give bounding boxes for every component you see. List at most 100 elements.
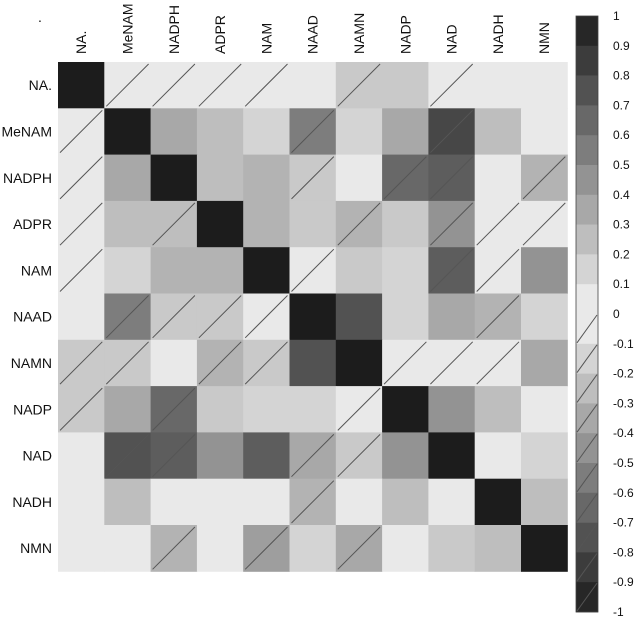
heatmap-cell <box>289 525 337 572</box>
heatmap-cell <box>382 478 429 526</box>
column-labels: NA. MeNAM NADPH ADPR NAM NAAD NAMN NADP NAD NADH N… <box>73 3 552 54</box>
negative-marker <box>198 341 242 385</box>
heatmap-cell <box>196 478 244 526</box>
heatmap-cell <box>289 200 337 248</box>
colorbar-tick-label: -0.6 <box>613 486 634 500</box>
column-label: NADH <box>490 14 506 54</box>
colorbar-negative-marker <box>576 523 598 552</box>
heatmap-cell <box>382 108 429 156</box>
heatmap-cell <box>335 154 383 202</box>
negative-marker <box>244 295 288 339</box>
negative-marker <box>244 526 288 570</box>
heatmap-cell <box>243 432 290 480</box>
column-label: NADP <box>397 15 413 54</box>
colorbar-negative-marker <box>576 433 598 463</box>
negative-marker <box>152 295 196 339</box>
colorbar-negative-marker <box>576 493 598 522</box>
heatmap-cell <box>150 154 198 202</box>
negative-marker <box>152 202 196 246</box>
colorbar-tick-label: 0 <box>613 307 620 321</box>
colorbar-negative-marker <box>576 374 598 403</box>
heatmap-cell <box>474 478 522 526</box>
heatmap-cell <box>474 386 522 433</box>
colorbar-tick-label: 0.2 <box>613 247 630 261</box>
heatmap-cell <box>289 293 337 341</box>
heatmap-cell <box>58 478 105 526</box>
negative-marker <box>337 387 381 431</box>
negative-marker <box>105 341 149 385</box>
heatmap-cell <box>382 200 429 248</box>
row-label: NAD <box>22 448 52 464</box>
heatmap-cell <box>104 525 152 572</box>
heatmap-cell <box>382 293 429 341</box>
row-label: NA. <box>29 77 52 93</box>
heatmap-cell <box>104 200 152 248</box>
heatmap-cell <box>474 525 522 572</box>
colorbar-negative-marker <box>576 314 598 344</box>
row-label: MeNAM <box>1 123 52 139</box>
heatmap-cell <box>289 339 337 387</box>
heatmap-cell <box>104 478 152 526</box>
heatmap-cell <box>521 293 568 341</box>
heatmap-cell <box>428 293 476 341</box>
negative-marker <box>337 63 381 107</box>
colorbar-tick-label: -0.9 <box>613 575 634 589</box>
colorbar-segment <box>576 165 598 196</box>
heatmap-cell <box>243 154 290 202</box>
colorbar-segment <box>576 135 598 166</box>
negative-marker <box>152 387 196 431</box>
colorbar-segment <box>576 194 598 225</box>
negative-marker <box>152 526 196 570</box>
negative-marker <box>522 156 566 200</box>
negative-marker <box>383 341 427 385</box>
heatmap-cell <box>196 108 244 156</box>
heatmap-cell <box>150 339 198 387</box>
heatmap-cell <box>243 478 290 526</box>
row-label: NAMN <box>11 355 52 371</box>
negative-marker <box>337 526 381 570</box>
heatmap-cell <box>335 478 383 526</box>
negative-marker <box>291 248 335 292</box>
negative-marker <box>430 63 474 107</box>
heatmap-cell <box>243 247 290 294</box>
heatmap-cell <box>196 247 244 294</box>
colorbar-tick-label: 0.7 <box>613 98 630 112</box>
heatmap-cell <box>521 525 568 572</box>
heatmap-cell <box>196 154 244 202</box>
heatmap-cell <box>150 108 198 156</box>
colorbar-tick-label: -0.8 <box>613 545 634 559</box>
heatmap-cell <box>58 62 105 109</box>
row-label: NADP <box>13 401 52 417</box>
colorbar-negative-marker <box>576 404 598 433</box>
negative-marker <box>244 63 288 107</box>
column-label: NAD <box>444 24 460 54</box>
heatmap-cell <box>382 62 429 109</box>
row-label: NAAD <box>13 309 52 325</box>
row-label: NADPH <box>3 170 52 186</box>
negative-marker <box>430 341 474 385</box>
heatmap-cell <box>428 432 476 480</box>
negative-marker <box>476 202 520 246</box>
heatmap-cell <box>521 339 568 387</box>
negative-marker <box>291 480 335 524</box>
colorbar-tick-label: 1 <box>613 9 620 23</box>
negative-marker <box>291 156 335 200</box>
colorbar-tick-label: 0.3 <box>613 218 630 232</box>
row-label: NADH <box>12 494 52 510</box>
heatmap-cell <box>196 525 244 572</box>
heatmap-cell <box>104 386 152 433</box>
heatmap-cell <box>196 432 244 480</box>
heatmap-cell <box>104 154 152 202</box>
colorbar-tick-label: -1 <box>613 605 624 619</box>
negative-marker <box>430 202 474 246</box>
colorbar-tick-label: 0.8 <box>613 69 630 83</box>
heatmap-cell <box>474 62 522 109</box>
heatmap-cell <box>150 478 198 526</box>
heatmap-cell <box>474 432 522 480</box>
heatmap-cell <box>150 247 198 294</box>
negative-marker <box>291 109 335 153</box>
heatmap-cell <box>289 386 337 433</box>
heatmap-cell <box>521 62 568 109</box>
negative-marker <box>59 156 103 200</box>
heatmap-cell <box>521 108 568 156</box>
